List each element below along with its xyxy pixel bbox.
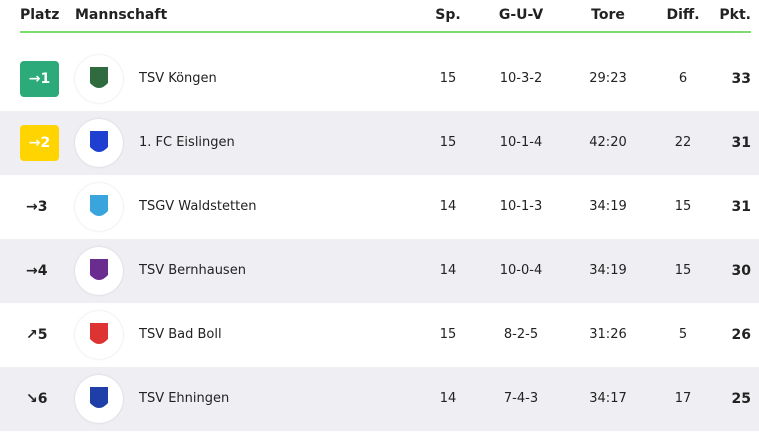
logo-graphic: [90, 131, 108, 152]
rank-badge: →2: [20, 125, 59, 161]
rank-number: 2: [40, 135, 51, 151]
trend-arrow: ↘: [26, 391, 38, 407]
team-logo: [75, 311, 123, 359]
goal-diff: 6: [678, 71, 688, 86]
team-name: TSV Köngen: [139, 71, 217, 86]
team-logo: [75, 183, 123, 231]
column-header: G-U-V: [498, 7, 544, 23]
column-header: Pkt.: [719, 7, 751, 23]
points: 30: [731, 263, 751, 279]
team-logo: [75, 119, 123, 167]
trend-arrow: →: [26, 263, 38, 279]
team-logo: [75, 375, 123, 423]
rank-number: 5: [37, 327, 48, 343]
goals: 42:20: [589, 135, 627, 150]
goals: 34:17: [589, 391, 627, 406]
games: 15: [439, 71, 457, 86]
trend-arrow: →: [26, 199, 38, 215]
logo-graphic: [90, 323, 108, 344]
logo-shape: [90, 387, 108, 408]
goals: 29:23: [589, 71, 627, 86]
table-row: →1 TSV Köngen 15 10-3-2 29:23 6 33: [0, 47, 759, 111]
rank: ↗5: [26, 303, 47, 367]
rank-number: 3: [37, 199, 48, 215]
rank-number: 1: [40, 71, 51, 87]
logo-shape: [90, 195, 108, 216]
points: 33: [731, 71, 751, 87]
goal-diff: 5: [678, 327, 688, 342]
trend-arrow: →: [28, 135, 41, 151]
games: 14: [439, 263, 457, 278]
logo-shape: [90, 67, 108, 88]
logo-graphic: [90, 259, 108, 280]
logo-graphic: [90, 387, 108, 408]
rank: →4: [26, 239, 47, 303]
team-logo: [75, 55, 123, 103]
games: 15: [439, 135, 457, 150]
team-logo: [75, 247, 123, 295]
rank-number: 4: [37, 263, 48, 279]
trend-arrow: →: [28, 71, 41, 87]
goals: 34:19: [589, 199, 627, 214]
rank-number: 6: [37, 391, 48, 407]
column-header: Sp.: [435, 7, 461, 23]
logo-shape: [90, 323, 108, 344]
table-row: ↗5 TSV Bad Boll 15 8-2-5 31:26 5 26: [0, 303, 759, 367]
games: 14: [439, 199, 457, 214]
column-header: Diff.: [666, 7, 700, 23]
table-row: →3 TSGV Waldstetten 14 10-1-3 34:19 15 31: [0, 175, 759, 239]
record: 10-1-3: [499, 199, 543, 214]
team-name: TSV Ehningen: [139, 391, 230, 406]
column-header: Mannschaft: [75, 7, 168, 23]
team-name: TSV Bad Boll: [139, 327, 222, 342]
team-name: TSV Bernhausen: [139, 263, 246, 278]
goal-diff: 15: [674, 199, 692, 214]
games: 14: [439, 391, 457, 406]
team-name: TSGV Waldstetten: [139, 199, 257, 214]
goal-diff: 17: [674, 391, 692, 406]
column-header: Tore: [591, 7, 625, 23]
trend-arrow: ↗: [26, 327, 38, 343]
logo-graphic: [90, 195, 108, 216]
logo-shape: [90, 259, 108, 280]
record: 10-0-4: [499, 263, 543, 278]
games: 15: [439, 327, 457, 342]
rank: →3: [26, 175, 47, 239]
record: 8-2-5: [503, 327, 539, 342]
column-header: Platz: [20, 7, 60, 23]
table-row: →2 1. FC Eislingen 15 10-1-4 42:20 22 31: [0, 111, 759, 175]
goal-diff: 22: [674, 135, 692, 150]
team-name: 1. FC Eislingen: [139, 135, 235, 150]
points: 31: [731, 135, 751, 151]
table-row: ↘6 TSV Ehningen 14 7-4-3 34:17 17 25: [0, 367, 759, 431]
record: 10-1-4: [499, 135, 543, 150]
rank-badge: →1: [20, 61, 59, 97]
logo-graphic: [90, 67, 108, 88]
points: 26: [731, 327, 751, 343]
header-rule: [20, 31, 751, 33]
rank: ↘6: [26, 367, 47, 431]
points: 31: [731, 199, 751, 215]
goals: 31:26: [589, 327, 627, 342]
record: 10-3-2: [499, 71, 543, 86]
table-row: →4 TSV Bernhausen 14 10-0-4 34:19 15 30: [0, 239, 759, 303]
points: 25: [731, 391, 751, 407]
goals: 34:19: [589, 263, 627, 278]
goal-diff: 15: [674, 263, 692, 278]
logo-shape: [90, 131, 108, 152]
record: 7-4-3: [503, 391, 539, 406]
